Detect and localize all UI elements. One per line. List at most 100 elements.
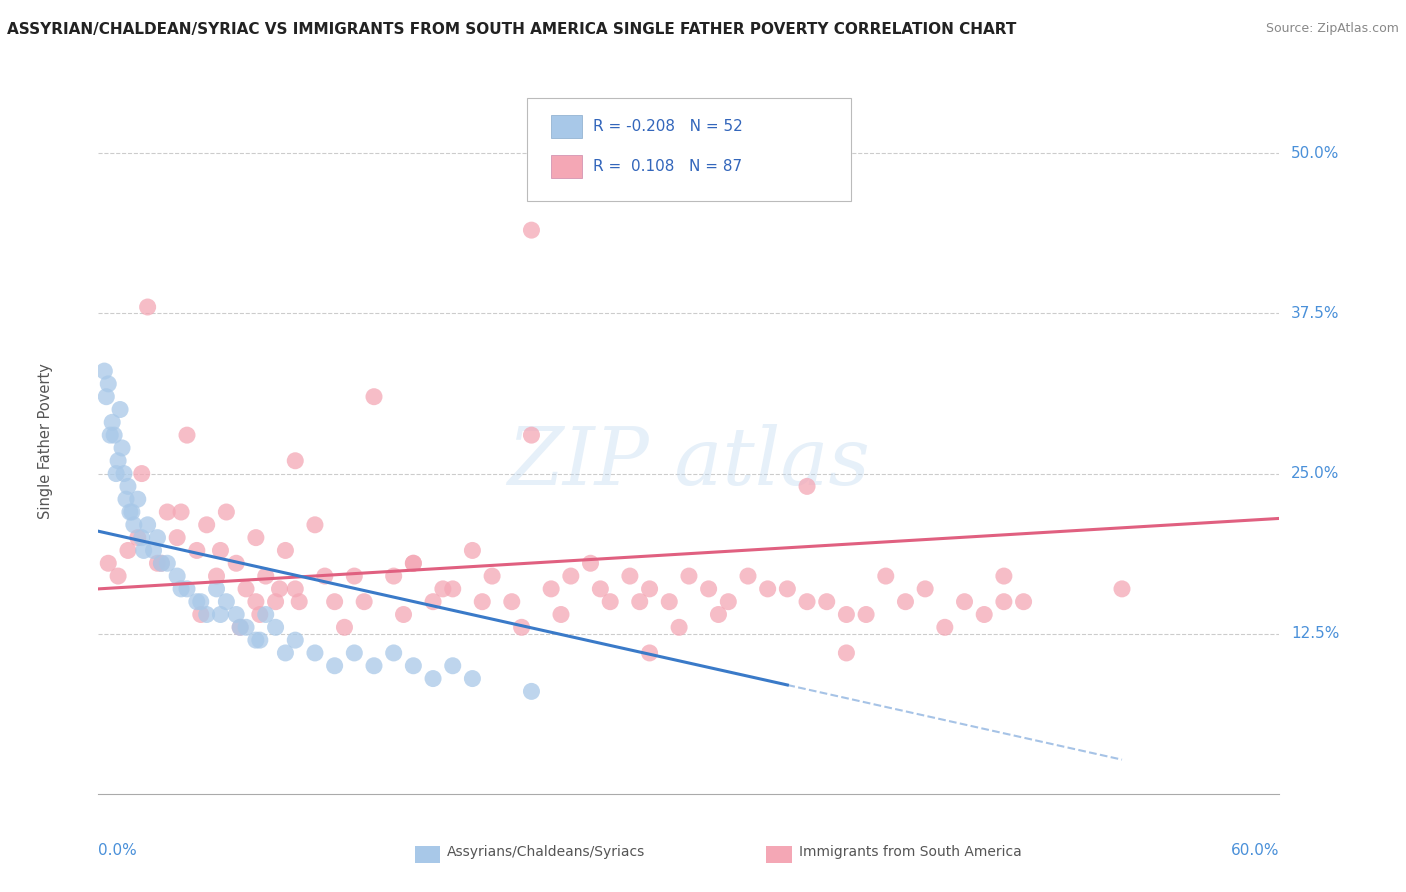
Point — [245, 595, 267, 609]
Text: ASSYRIAN/CHALDEAN/SYRIAC VS IMMIGRANTS FROM SOUTH AMERICA SINGLE FATHER POVERTY : ASSYRIAN/CHALDEAN/SYRIAC VS IMMIGRANTS F… — [7, 22, 1017, 37]
Point — [323, 595, 346, 609]
Point — [209, 543, 232, 558]
Point — [254, 569, 277, 583]
Point — [737, 569, 759, 583]
Point — [225, 607, 247, 622]
Point — [934, 620, 956, 634]
Point — [589, 582, 612, 596]
Point — [215, 595, 238, 609]
Point — [1012, 595, 1035, 609]
Point — [481, 569, 503, 583]
Point — [156, 505, 179, 519]
Point — [136, 300, 159, 314]
Point — [560, 569, 582, 583]
Text: Assyrians/Chaldeans/Syriacs: Assyrians/Chaldeans/Syriacs — [447, 845, 645, 859]
Point — [776, 582, 799, 596]
Point — [264, 620, 287, 634]
Point — [96, 390, 118, 404]
Point — [461, 672, 484, 686]
Point — [186, 543, 208, 558]
Point — [127, 531, 149, 545]
Point — [658, 595, 681, 609]
Text: Source: ZipAtlas.com: Source: ZipAtlas.com — [1265, 22, 1399, 36]
Point — [205, 582, 228, 596]
Point — [323, 658, 346, 673]
Point — [402, 556, 425, 570]
Point — [225, 556, 247, 570]
Point — [707, 607, 730, 622]
Point — [382, 569, 405, 583]
Point — [264, 595, 287, 609]
Point — [274, 646, 297, 660]
Point — [304, 646, 326, 660]
Point — [249, 607, 271, 622]
Point — [993, 569, 1015, 583]
Point — [756, 582, 779, 596]
Point — [471, 595, 494, 609]
Point — [121, 505, 143, 519]
Point — [97, 376, 120, 391]
Point — [461, 543, 484, 558]
Point — [117, 479, 139, 493]
Point — [150, 556, 173, 570]
Text: Immigrants from South America: Immigrants from South America — [799, 845, 1021, 859]
Point — [333, 620, 356, 634]
Point — [284, 454, 307, 468]
Point — [205, 569, 228, 583]
Point — [136, 517, 159, 532]
Point — [131, 467, 153, 481]
Text: R = -0.208   N = 52: R = -0.208 N = 52 — [593, 120, 744, 134]
Point — [190, 595, 212, 609]
Point — [274, 543, 297, 558]
Text: R =  0.108   N = 87: R = 0.108 N = 87 — [593, 160, 742, 174]
Point — [235, 582, 257, 596]
Point — [146, 531, 169, 545]
Point — [520, 428, 543, 442]
Point — [835, 607, 858, 622]
Point — [343, 646, 366, 660]
Point — [146, 556, 169, 570]
Point — [131, 531, 153, 545]
Point — [249, 633, 271, 648]
Point — [520, 684, 543, 698]
Point — [422, 672, 444, 686]
Point — [245, 531, 267, 545]
Point — [195, 517, 218, 532]
Point — [269, 582, 291, 596]
Point — [619, 569, 641, 583]
Point — [815, 595, 838, 609]
Point — [441, 658, 464, 673]
Text: 50.0%: 50.0% — [1291, 145, 1340, 161]
Point — [117, 543, 139, 558]
Point — [973, 607, 995, 622]
Point — [638, 646, 661, 660]
Point — [235, 620, 257, 634]
Point — [540, 582, 562, 596]
Point — [796, 479, 818, 493]
Point — [176, 428, 198, 442]
Point — [363, 390, 385, 404]
Point — [107, 454, 129, 468]
Text: 60.0%: 60.0% — [1232, 843, 1279, 858]
Point — [953, 595, 976, 609]
Point — [668, 620, 690, 634]
Point — [894, 595, 917, 609]
Point — [628, 595, 651, 609]
Text: ZIP atlas: ZIP atlas — [508, 424, 870, 501]
Point — [284, 582, 307, 596]
Point — [209, 607, 232, 622]
Point — [254, 607, 277, 622]
Point — [170, 505, 193, 519]
Point — [638, 582, 661, 596]
Point — [101, 415, 124, 429]
Point — [1111, 582, 1133, 596]
Point — [441, 582, 464, 596]
Point — [510, 620, 533, 634]
Point — [422, 595, 444, 609]
Point — [550, 607, 572, 622]
Point — [115, 492, 138, 507]
Point — [402, 556, 425, 570]
Point — [245, 633, 267, 648]
Point — [190, 607, 212, 622]
Point — [166, 531, 188, 545]
